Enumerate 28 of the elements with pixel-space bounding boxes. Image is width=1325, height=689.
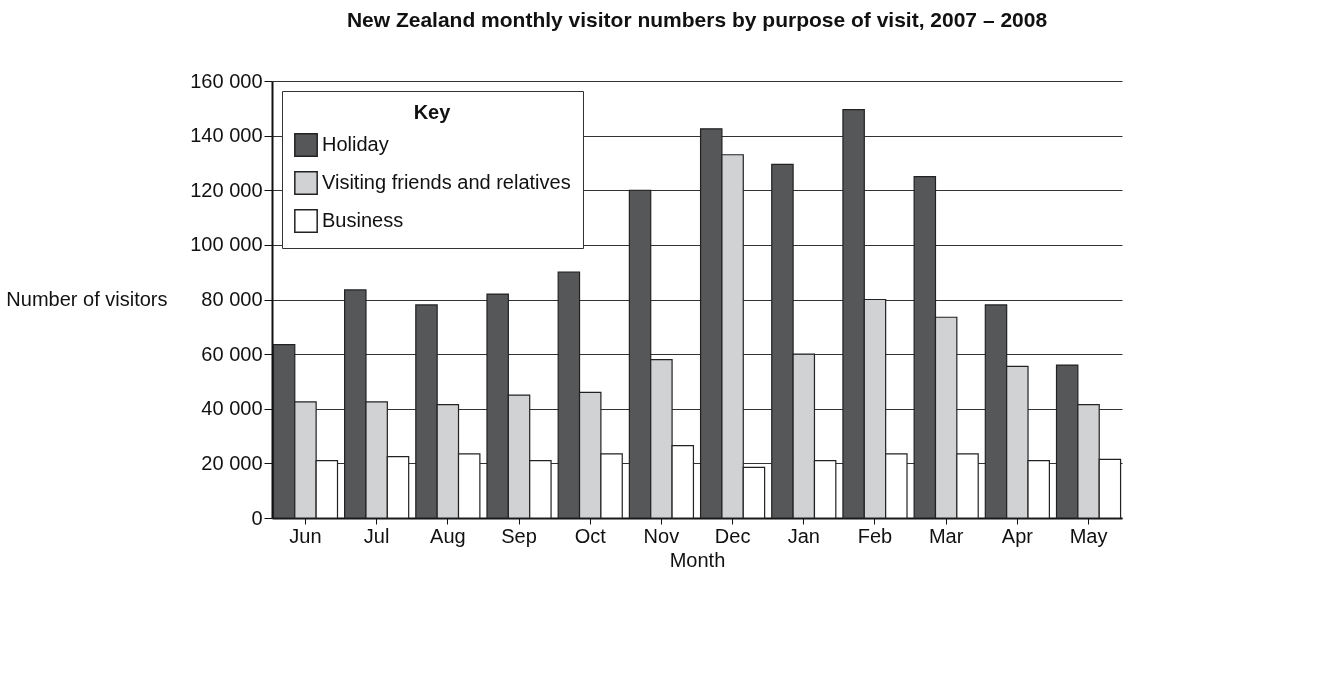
x-tick-label: Jun xyxy=(289,524,322,547)
y-tick-label: 140 000 xyxy=(190,124,263,147)
legend-label: Business xyxy=(322,209,404,231)
x-tick-label: Dec xyxy=(714,524,751,547)
x-tick-label: Aug xyxy=(430,524,466,547)
y-tick-label: 0 xyxy=(251,506,263,529)
x-tick-label: Feb xyxy=(857,524,893,547)
y-tick-label: 120 000 xyxy=(190,178,263,201)
y-tick-label: 40 000 xyxy=(201,397,263,420)
x-tick-label: Jul xyxy=(363,524,390,547)
x-tick-label: Apr xyxy=(1001,524,1034,547)
chart-title: New Zealand monthly visitor numbers by purpose of visit, 2007 – 2008 xyxy=(346,8,1048,31)
y-axis-title: Number of visitors xyxy=(6,287,168,310)
x-axis-title: Month xyxy=(669,548,726,571)
y-tick-label: 80 000 xyxy=(201,288,263,310)
legend-label: Visiting friends and relatives xyxy=(322,171,571,193)
legend-label: Holiday xyxy=(322,133,389,155)
legend-title: Key xyxy=(413,101,452,123)
x-tick-label: Jan xyxy=(787,524,820,547)
x-tick-label: Nov xyxy=(643,524,680,547)
x-tick-label: Oct xyxy=(574,524,607,547)
x-tick-label: Mar xyxy=(928,524,964,547)
x-tick-label: May xyxy=(1069,524,1108,547)
y-tick-label: 60 000 xyxy=(201,342,263,365)
y-tick-label: 100 000 xyxy=(190,233,263,256)
x-tick-label: Sep xyxy=(501,524,537,547)
y-tick-label: 20 000 xyxy=(201,451,263,474)
y-tick-label: 160 000 xyxy=(190,69,263,92)
